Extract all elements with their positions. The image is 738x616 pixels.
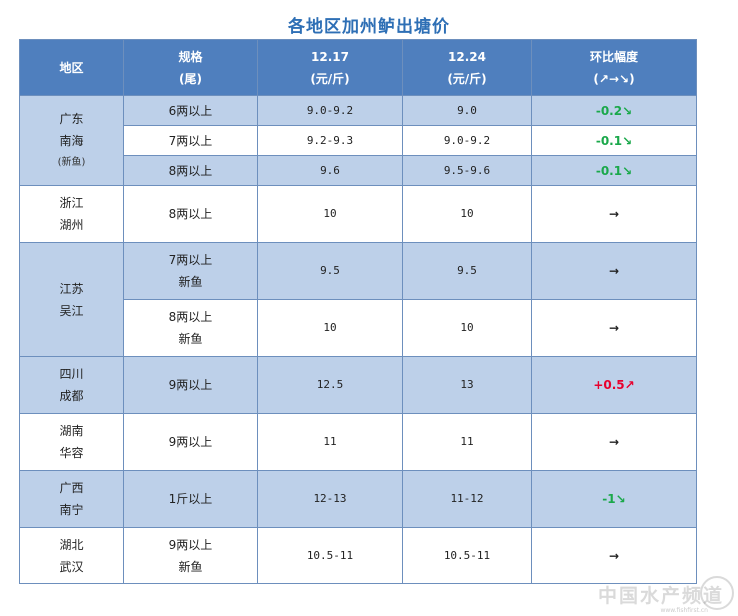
- table-row: 广东 南海 (新鱼) 6两以上 9.0-9.2 9.0 -0.2↘: [19, 95, 697, 186]
- region-cell: 江苏 吴江: [19, 242, 124, 357]
- price-1217-cell: 11: [257, 413, 403, 471]
- change-cell: →: [531, 185, 697, 243]
- price-1224-cell: 11-12: [402, 470, 532, 528]
- spec-note: 新鱼: [178, 332, 203, 346]
- price-1224-cell: 9.5-9.6: [402, 155, 532, 186]
- header-date1-unit: (元/斤): [310, 71, 350, 86]
- region-city: 南宁: [59, 503, 84, 517]
- spec-cell: 8两以上: [123, 155, 258, 186]
- spec-cell: 7两以上: [123, 125, 258, 156]
- watermark-url: www.fishfirst.cn: [660, 607, 708, 614]
- price-1224-cell: 9.0: [402, 95, 532, 126]
- spec-cell: 6两以上: [123, 95, 258, 126]
- region-province: 浙江: [59, 196, 84, 210]
- region-cell: 浙江 湖州: [19, 185, 124, 243]
- header-change-label: 环比幅度: [589, 49, 638, 64]
- spec-cell: 9两以上: [123, 356, 258, 414]
- spec-note: 新鱼: [178, 559, 203, 574]
- price-1224-cell: 9.0-9.2: [402, 125, 532, 156]
- region-cell: 四川 成都: [19, 356, 124, 414]
- change-cell: -1↘: [531, 470, 697, 528]
- region-cell: 广东 南海 (新鱼): [19, 95, 124, 186]
- price-1224-cell: 13: [402, 356, 532, 414]
- price-1224-cell: 9.5: [402, 242, 532, 300]
- spec-size: 8两以上: [168, 310, 213, 324]
- region-province: 广东: [59, 111, 84, 126]
- header-region: 地区: [19, 39, 124, 96]
- price-1224-cell: 10: [402, 299, 532, 357]
- price-1217-cell: 10: [257, 185, 403, 243]
- spec-cell: 1斤以上: [123, 470, 258, 528]
- region-province: 湖北: [59, 537, 84, 552]
- watermark: 中国水产频道: [597, 585, 724, 607]
- page-title: 各地区加州鲈出塘价: [288, 17, 450, 37]
- price-1217-cell: 9.5: [257, 242, 403, 300]
- price-1217-cell: 9.0-9.2: [257, 95, 403, 126]
- price-1217-cell: 10.5-11: [257, 527, 403, 584]
- spec-cell: 8两以上: [123, 185, 258, 243]
- region-city: 湖州: [59, 218, 84, 232]
- header-spec-label: 规格: [178, 49, 203, 64]
- price-1217-cell: 12-13: [257, 470, 403, 528]
- header-spec: 规格 (尾): [123, 39, 258, 96]
- change-cell: -0.2↘: [531, 95, 697, 126]
- region-city: 武汉: [59, 559, 84, 574]
- price-table: 地区 规格 (尾) 12.17 (元/斤) 12.24 (元/斤) 环比幅度 (…: [19, 39, 697, 584]
- spec-note: 新鱼: [178, 275, 203, 289]
- price-1217-cell: 9.2-9.3: [257, 125, 403, 156]
- spec-cell: 9两以上 新鱼: [123, 527, 258, 584]
- change-cell: →: [531, 413, 697, 471]
- region-province: 四川: [59, 367, 84, 381]
- region-cell: 广西 南宁: [19, 470, 124, 528]
- region-city: 吴江: [59, 303, 84, 318]
- header-spec-unit: (尾): [179, 71, 202, 86]
- region-city: 华容: [59, 446, 84, 460]
- price-1224-cell: 10.5-11: [402, 527, 532, 584]
- change-cell: -0.1↘: [531, 155, 697, 186]
- table-row: 广西 南宁 1斤以上 12-13 11-12 -1↘: [19, 470, 697, 528]
- globe-logo-icon: [700, 576, 734, 610]
- table-row: 湖南 华容 9两以上 11 11 →: [19, 413, 697, 471]
- price-1224-cell: 10: [402, 185, 532, 243]
- region-cell: 湖北 武汉: [19, 527, 124, 584]
- price-1217-cell: 12.5: [257, 356, 403, 414]
- price-1224-cell: 11: [402, 413, 532, 471]
- region-province: 广西: [59, 481, 84, 495]
- table-row: 浙江 湖州 8两以上 10 10 →: [19, 185, 697, 243]
- header-change-legend: (↗→↘): [593, 71, 635, 86]
- change-cell: -0.1↘: [531, 125, 697, 156]
- table-row: 8两以上 9.6 9.5-9.6 -0.1↘: [20, 155, 697, 186]
- region-city: 成都: [59, 389, 84, 403]
- spec-cell: 8两以上 新鱼: [123, 299, 258, 357]
- table-header-row: 地区 规格 (尾) 12.17 (元/斤) 12.24 (元/斤) 环比幅度 (…: [19, 39, 697, 96]
- region-note: (新鱼): [57, 156, 86, 168]
- table-row: 江苏 吴江 7两以上 新鱼 9.5 9.5 →: [19, 242, 697, 357]
- change-cell: →: [531, 299, 697, 357]
- change-cell: →: [531, 527, 697, 584]
- header-date2: 12.24 (元/斤): [402, 39, 532, 96]
- spec-cell: 7两以上 新鱼: [123, 242, 258, 300]
- spec-size: 9两以上: [168, 537, 213, 552]
- spec-size: 7两以上: [168, 253, 213, 267]
- header-date1: 12.17 (元/斤): [257, 39, 403, 96]
- spec-cell: 9两以上: [123, 413, 258, 471]
- table-row: 四川 成都 9两以上 12.5 13 +0.5↗: [19, 356, 697, 414]
- region-cell: 湖南 华容: [19, 413, 124, 471]
- table-row: 7两以上 9.2-9.3 9.0-9.2 -0.1↘: [20, 125, 697, 156]
- price-1217-cell: 10: [257, 299, 403, 357]
- region-province: 湖南: [59, 424, 84, 438]
- price-1217-cell: 9.6: [257, 155, 403, 186]
- header-date2-unit: (元/斤): [447, 71, 487, 86]
- change-cell: +0.5↗: [531, 356, 697, 414]
- table-row: 8两以上 新鱼 10 10 →: [20, 299, 697, 357]
- region-province: 江苏: [59, 281, 84, 296]
- table-row: 湖北 武汉 9两以上 新鱼 10.5-11 10.5-11 →: [19, 527, 697, 584]
- header-date2-label: 12.24: [448, 49, 486, 64]
- region-city: 南海: [59, 133, 84, 148]
- header-change: 环比幅度 (↗→↘): [531, 39, 697, 96]
- header-date1-label: 12.17: [311, 49, 349, 64]
- change-cell: →: [531, 242, 697, 300]
